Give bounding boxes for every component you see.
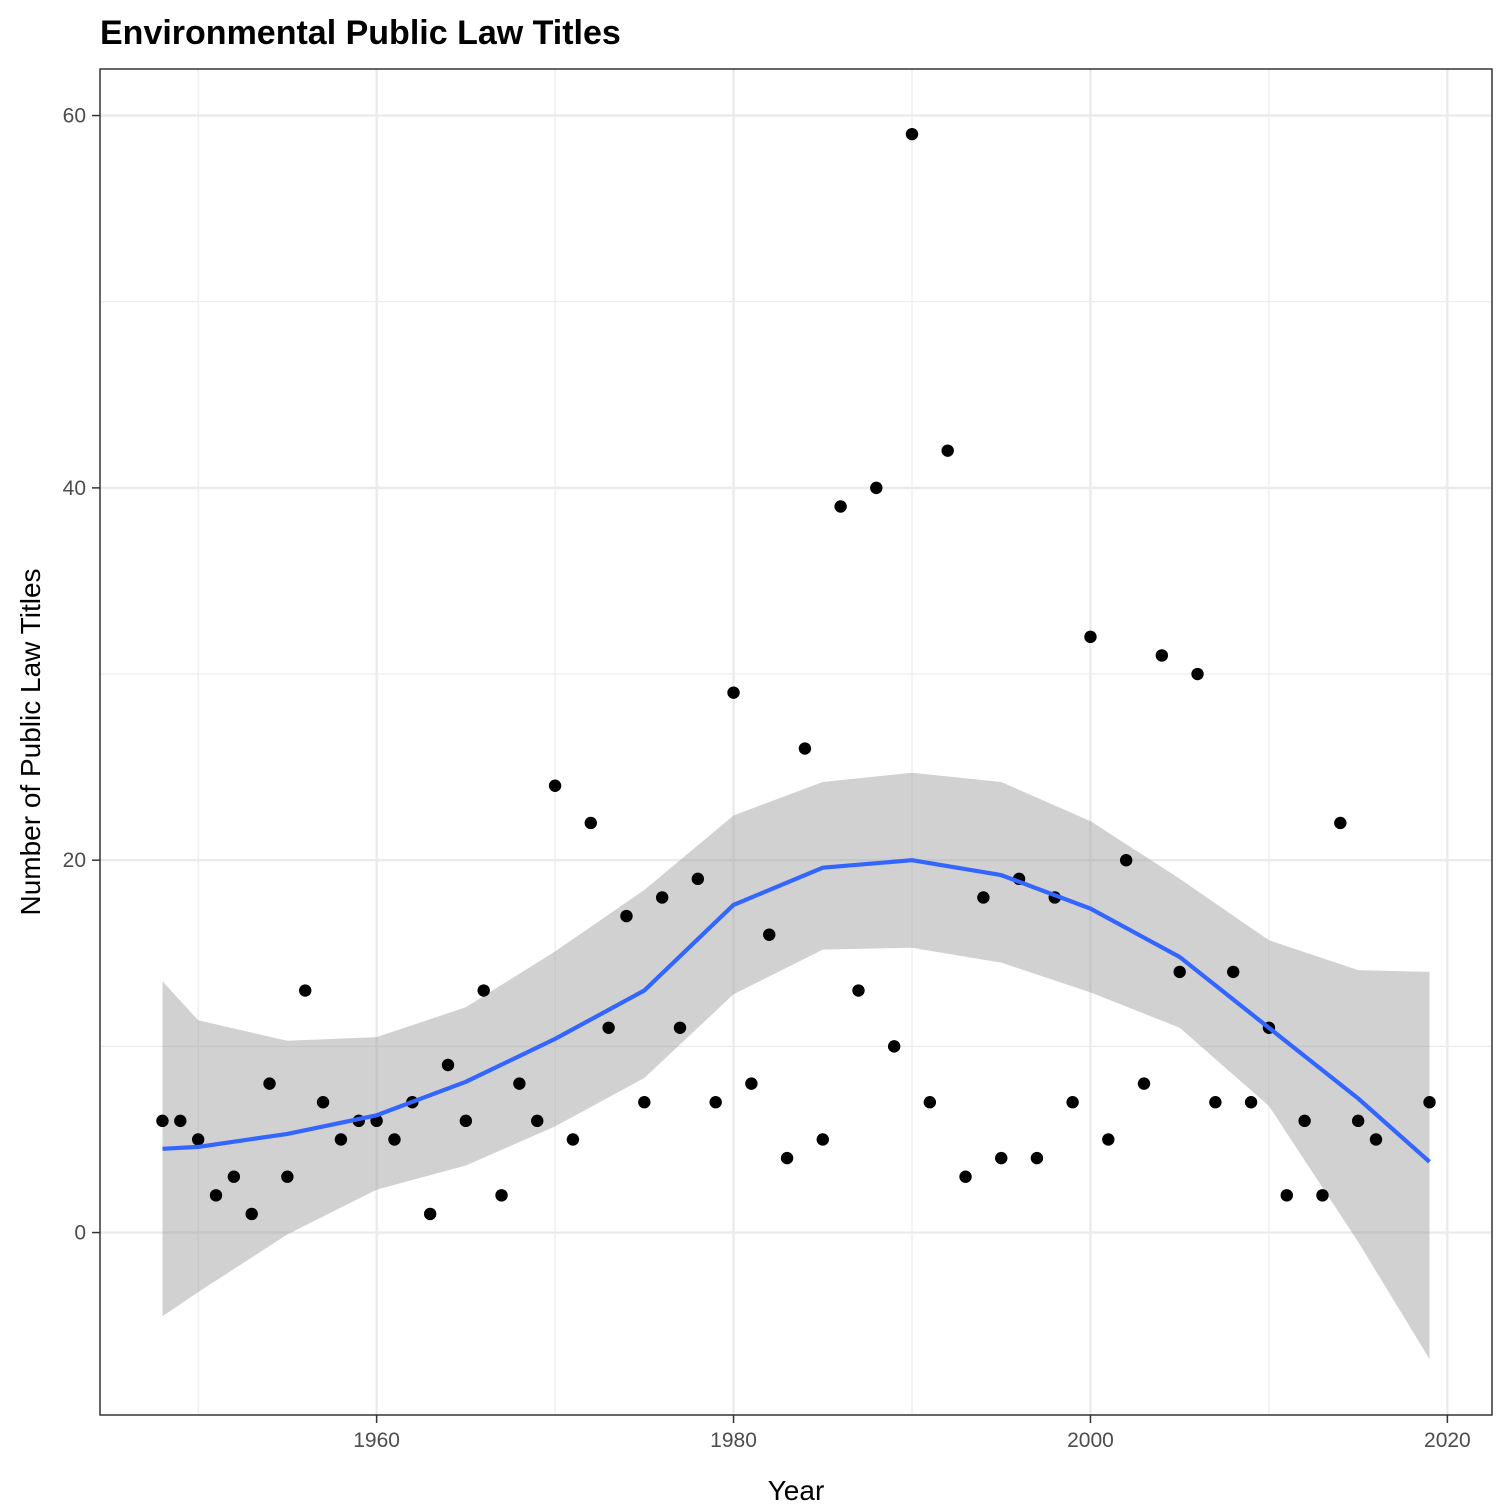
data-point bbox=[655, 891, 669, 904]
data-point bbox=[1280, 1189, 1293, 1202]
x-tick-label: 1980 bbox=[710, 1429, 757, 1452]
data-point bbox=[1102, 1133, 1115, 1146]
data-point bbox=[852, 984, 865, 997]
data-point bbox=[709, 1096, 722, 1109]
data-point bbox=[1137, 1077, 1151, 1090]
data-point bbox=[816, 1133, 829, 1146]
data-point bbox=[959, 1170, 972, 1183]
data-point bbox=[281, 1170, 294, 1183]
x-tick-label: 2000 bbox=[1067, 1429, 1114, 1452]
smooth-line-layer bbox=[162, 858, 1431, 1164]
data-point bbox=[780, 1151, 794, 1165]
data-point bbox=[923, 1096, 937, 1109]
x-axis-label: Year bbox=[768, 1475, 825, 1506]
data-point bbox=[495, 1189, 508, 1202]
data-point bbox=[798, 742, 812, 755]
data-point bbox=[1173, 965, 1186, 979]
data-point bbox=[1084, 630, 1097, 644]
data-point bbox=[1209, 1096, 1222, 1109]
x-axis: 1960 1980 2000 2020 bbox=[353, 1415, 1471, 1452]
data-point bbox=[299, 984, 312, 997]
data-point bbox=[1351, 1114, 1365, 1128]
data-point bbox=[977, 891, 990, 904]
data-point bbox=[423, 1207, 437, 1221]
x-tick-label: 1960 bbox=[353, 1429, 400, 1452]
data-point bbox=[602, 1021, 615, 1034]
data-point bbox=[316, 1096, 330, 1109]
data-point bbox=[245, 1207, 258, 1221]
data-point bbox=[870, 481, 883, 495]
data-point bbox=[763, 928, 776, 941]
data-point bbox=[1334, 816, 1347, 830]
data-point bbox=[174, 1114, 187, 1128]
data-point bbox=[638, 1096, 651, 1109]
y-axis: 0 20 40 60 bbox=[63, 105, 100, 1245]
data-point bbox=[1316, 1189, 1329, 1202]
data-point bbox=[441, 1058, 455, 1072]
data-point bbox=[334, 1133, 348, 1146]
data-point bbox=[1066, 1096, 1079, 1109]
data-point bbox=[477, 984, 490, 997]
data-point bbox=[263, 1077, 276, 1090]
data-point bbox=[1369, 1133, 1383, 1146]
data-point bbox=[584, 816, 597, 830]
y-tick-label: 20 bbox=[63, 849, 86, 872]
data-point bbox=[727, 686, 740, 699]
data-point bbox=[1244, 1096, 1258, 1109]
data-point bbox=[1227, 965, 1240, 979]
data-point bbox=[691, 872, 705, 886]
data-point bbox=[513, 1077, 526, 1090]
major-gridlines bbox=[100, 69, 1492, 1415]
data-point bbox=[566, 1133, 580, 1146]
data-point bbox=[191, 1133, 205, 1146]
data-point bbox=[905, 127, 919, 141]
data-point bbox=[1155, 649, 1169, 662]
data-point bbox=[531, 1114, 544, 1128]
plot-panel bbox=[100, 69, 1492, 1415]
data-point bbox=[673, 1021, 687, 1034]
y-tick-label: 0 bbox=[74, 1222, 86, 1245]
data-point bbox=[620, 909, 633, 923]
chart-title: Environmental Public Law Titles bbox=[100, 14, 621, 52]
data-point bbox=[745, 1077, 758, 1090]
y-tick-label: 60 bbox=[63, 105, 86, 128]
x-tick-label: 2020 bbox=[1424, 1429, 1471, 1452]
data-point bbox=[548, 779, 562, 792]
data-point bbox=[156, 1114, 169, 1128]
data-point bbox=[388, 1133, 401, 1146]
data-point bbox=[227, 1170, 241, 1183]
y-tick-label: 40 bbox=[63, 477, 86, 500]
data-point bbox=[941, 444, 954, 457]
data-point bbox=[459, 1114, 473, 1128]
data-point bbox=[887, 1040, 901, 1053]
data-point bbox=[1423, 1096, 1436, 1109]
data-point bbox=[1191, 667, 1204, 681]
data-point bbox=[209, 1189, 223, 1202]
smooth-line bbox=[162, 858, 1431, 1164]
panel-border bbox=[99, 68, 1493, 1416]
data-point bbox=[1298, 1114, 1311, 1128]
data-point bbox=[1030, 1151, 1044, 1165]
y-axis-label: Number of Public Law Titles bbox=[15, 568, 46, 915]
data-point bbox=[834, 500, 847, 513]
data-point bbox=[995, 1151, 1008, 1165]
minor-gridlines bbox=[100, 69, 1492, 1415]
data-point bbox=[1119, 854, 1133, 867]
